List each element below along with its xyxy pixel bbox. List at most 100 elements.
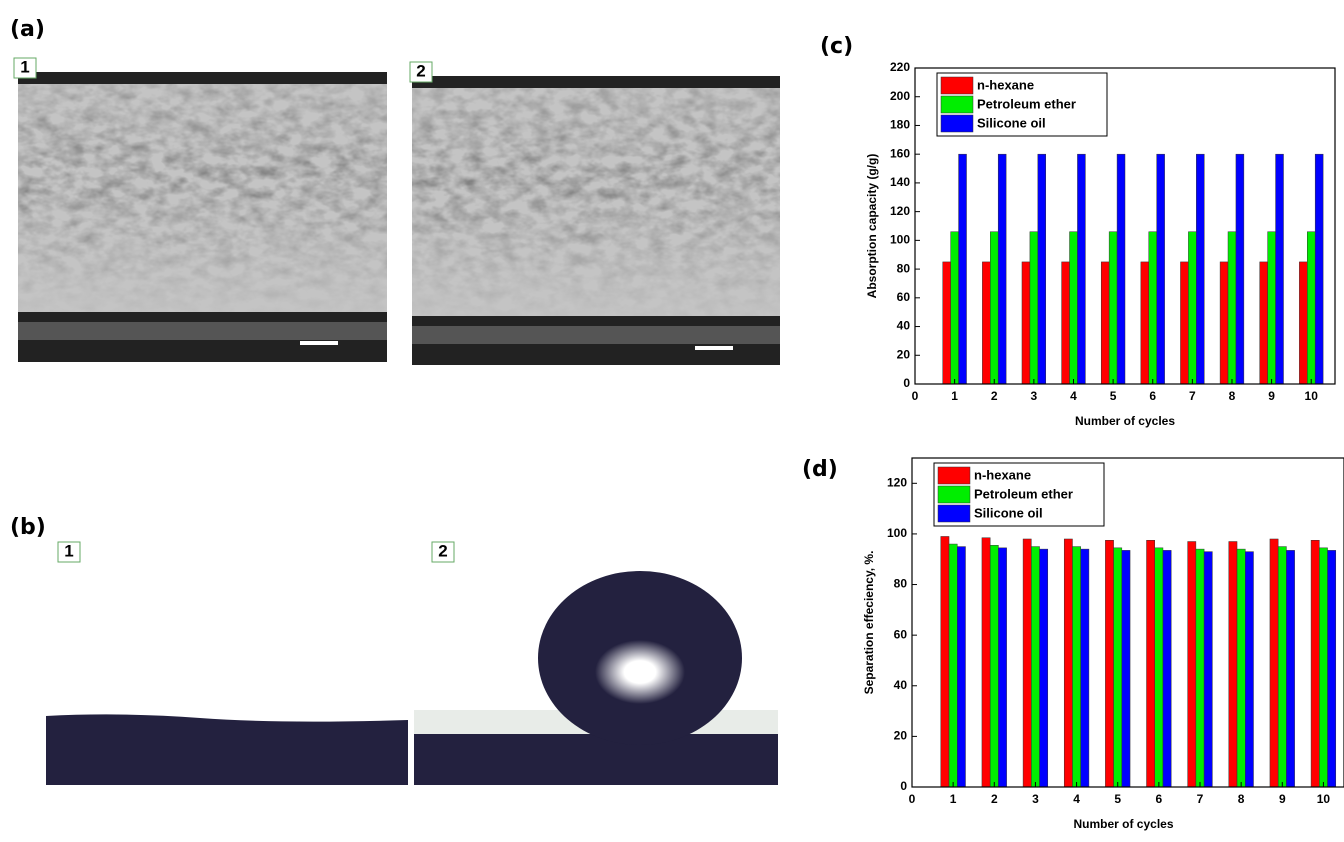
x-tick-label: 8 <box>1229 389 1236 403</box>
bar <box>1299 261 1308 385</box>
bar <box>1148 231 1157 385</box>
bar <box>1195 548 1205 788</box>
legend-swatch <box>937 466 971 485</box>
bar <box>1077 153 1086 385</box>
image-label: 1 <box>20 57 29 76</box>
bar <box>948 543 958 788</box>
bar <box>1314 153 1324 385</box>
bar <box>1080 548 1090 788</box>
bar <box>1319 547 1328 788</box>
bar <box>1113 547 1123 788</box>
bar <box>1228 541 1238 788</box>
legend-swatch <box>937 504 971 523</box>
bar <box>982 261 991 385</box>
y-tick-label: 120 <box>887 475 907 489</box>
bar <box>1037 153 1047 385</box>
bar <box>1039 548 1049 788</box>
x-axis-title: Number of cycles <box>1075 414 1175 428</box>
bar <box>1245 551 1254 788</box>
image-label: 2 <box>416 61 425 80</box>
bar <box>1061 261 1070 385</box>
x-tick-label: 7 <box>1189 389 1196 403</box>
bar <box>1022 538 1032 788</box>
legend-label: n-hexane <box>974 467 1031 482</box>
legend-label: Petroleum ether <box>977 96 1076 111</box>
x-tick-label: 5 <box>1110 389 1117 403</box>
x-tick-label: 3 <box>1032 792 1039 806</box>
bar <box>1121 550 1131 788</box>
x-tick-label: 10 <box>1305 389 1319 403</box>
bar <box>1100 261 1110 385</box>
x-axis-title: Number of cycles <box>1073 817 1173 831</box>
y-tick-label: 180 <box>890 118 910 132</box>
bar <box>1310 540 1320 788</box>
bar <box>1286 550 1295 788</box>
legend-swatch <box>940 76 974 95</box>
bar <box>1069 231 1078 385</box>
panel-label: (b) <box>10 515 46 540</box>
bar <box>1140 261 1150 385</box>
x-tick-label: 1 <box>951 389 958 403</box>
y-tick-label: 20 <box>894 729 908 743</box>
y-axis-title: Separation effeciency, %. <box>862 551 876 695</box>
y-tick-label: 40 <box>897 319 911 333</box>
panel-label: (d) <box>802 457 838 482</box>
bar <box>958 153 967 385</box>
bar <box>1267 231 1276 385</box>
x-tick-label: 5 <box>1114 792 1121 806</box>
contact-angle-image <box>414 571 778 785</box>
bar <box>989 545 999 788</box>
bar <box>950 231 959 385</box>
bar <box>1277 546 1287 788</box>
x-tick-label: 9 <box>1268 389 1275 403</box>
y-tick-label: 100 <box>887 526 907 540</box>
x-tick-label: 2 <box>991 389 998 403</box>
legend-swatch <box>937 485 971 504</box>
bar <box>957 546 966 788</box>
bar <box>998 547 1007 788</box>
bar <box>940 536 950 788</box>
bar <box>981 537 991 788</box>
bar <box>997 153 1007 385</box>
bar <box>1162 550 1172 788</box>
x-tick-label: 8 <box>1238 792 1245 806</box>
legend-label: Petroleum ether <box>974 486 1073 501</box>
bar <box>1180 261 1189 385</box>
x-tick-label: 0 <box>912 389 919 403</box>
bar <box>1227 231 1237 385</box>
bar <box>1108 231 1118 385</box>
x-tick-label: 1 <box>950 792 957 806</box>
legend-label: Silicone oil <box>977 115 1046 130</box>
image-label: 1 <box>64 541 73 560</box>
y-tick-label: 120 <box>890 204 910 218</box>
bar <box>990 231 999 385</box>
bar <box>1259 261 1268 385</box>
panel-label: (a) <box>10 17 45 42</box>
x-tick-label: 6 <box>1156 792 1163 806</box>
plot-frame <box>911 457 1344 788</box>
bar <box>1187 541 1197 788</box>
bar <box>1063 538 1073 788</box>
contact-angle-image <box>46 714 408 785</box>
y-tick-label: 100 <box>890 233 910 247</box>
image-tag <box>409 61 433 83</box>
x-tick-label: 2 <box>991 792 998 806</box>
y-tick-label: 80 <box>897 261 911 275</box>
legend-swatch <box>940 95 974 114</box>
bar <box>1188 231 1197 385</box>
y-tick-label: 0 <box>900 779 907 793</box>
y-tick-label: 160 <box>890 146 910 160</box>
bar <box>1154 547 1164 788</box>
x-tick-label: 0 <box>909 792 916 806</box>
x-tick-label: 9 <box>1279 792 1286 806</box>
bar <box>1105 540 1114 788</box>
bar <box>1203 551 1213 788</box>
y-tick-label: 60 <box>897 290 911 304</box>
y-axis-title: Absorption capacity (g/g) <box>865 154 879 299</box>
bar <box>1236 548 1246 788</box>
x-tick-label: 4 <box>1073 792 1080 806</box>
bar <box>1021 261 1031 385</box>
bar <box>1327 550 1337 788</box>
y-tick-label: 220 <box>890 60 910 74</box>
